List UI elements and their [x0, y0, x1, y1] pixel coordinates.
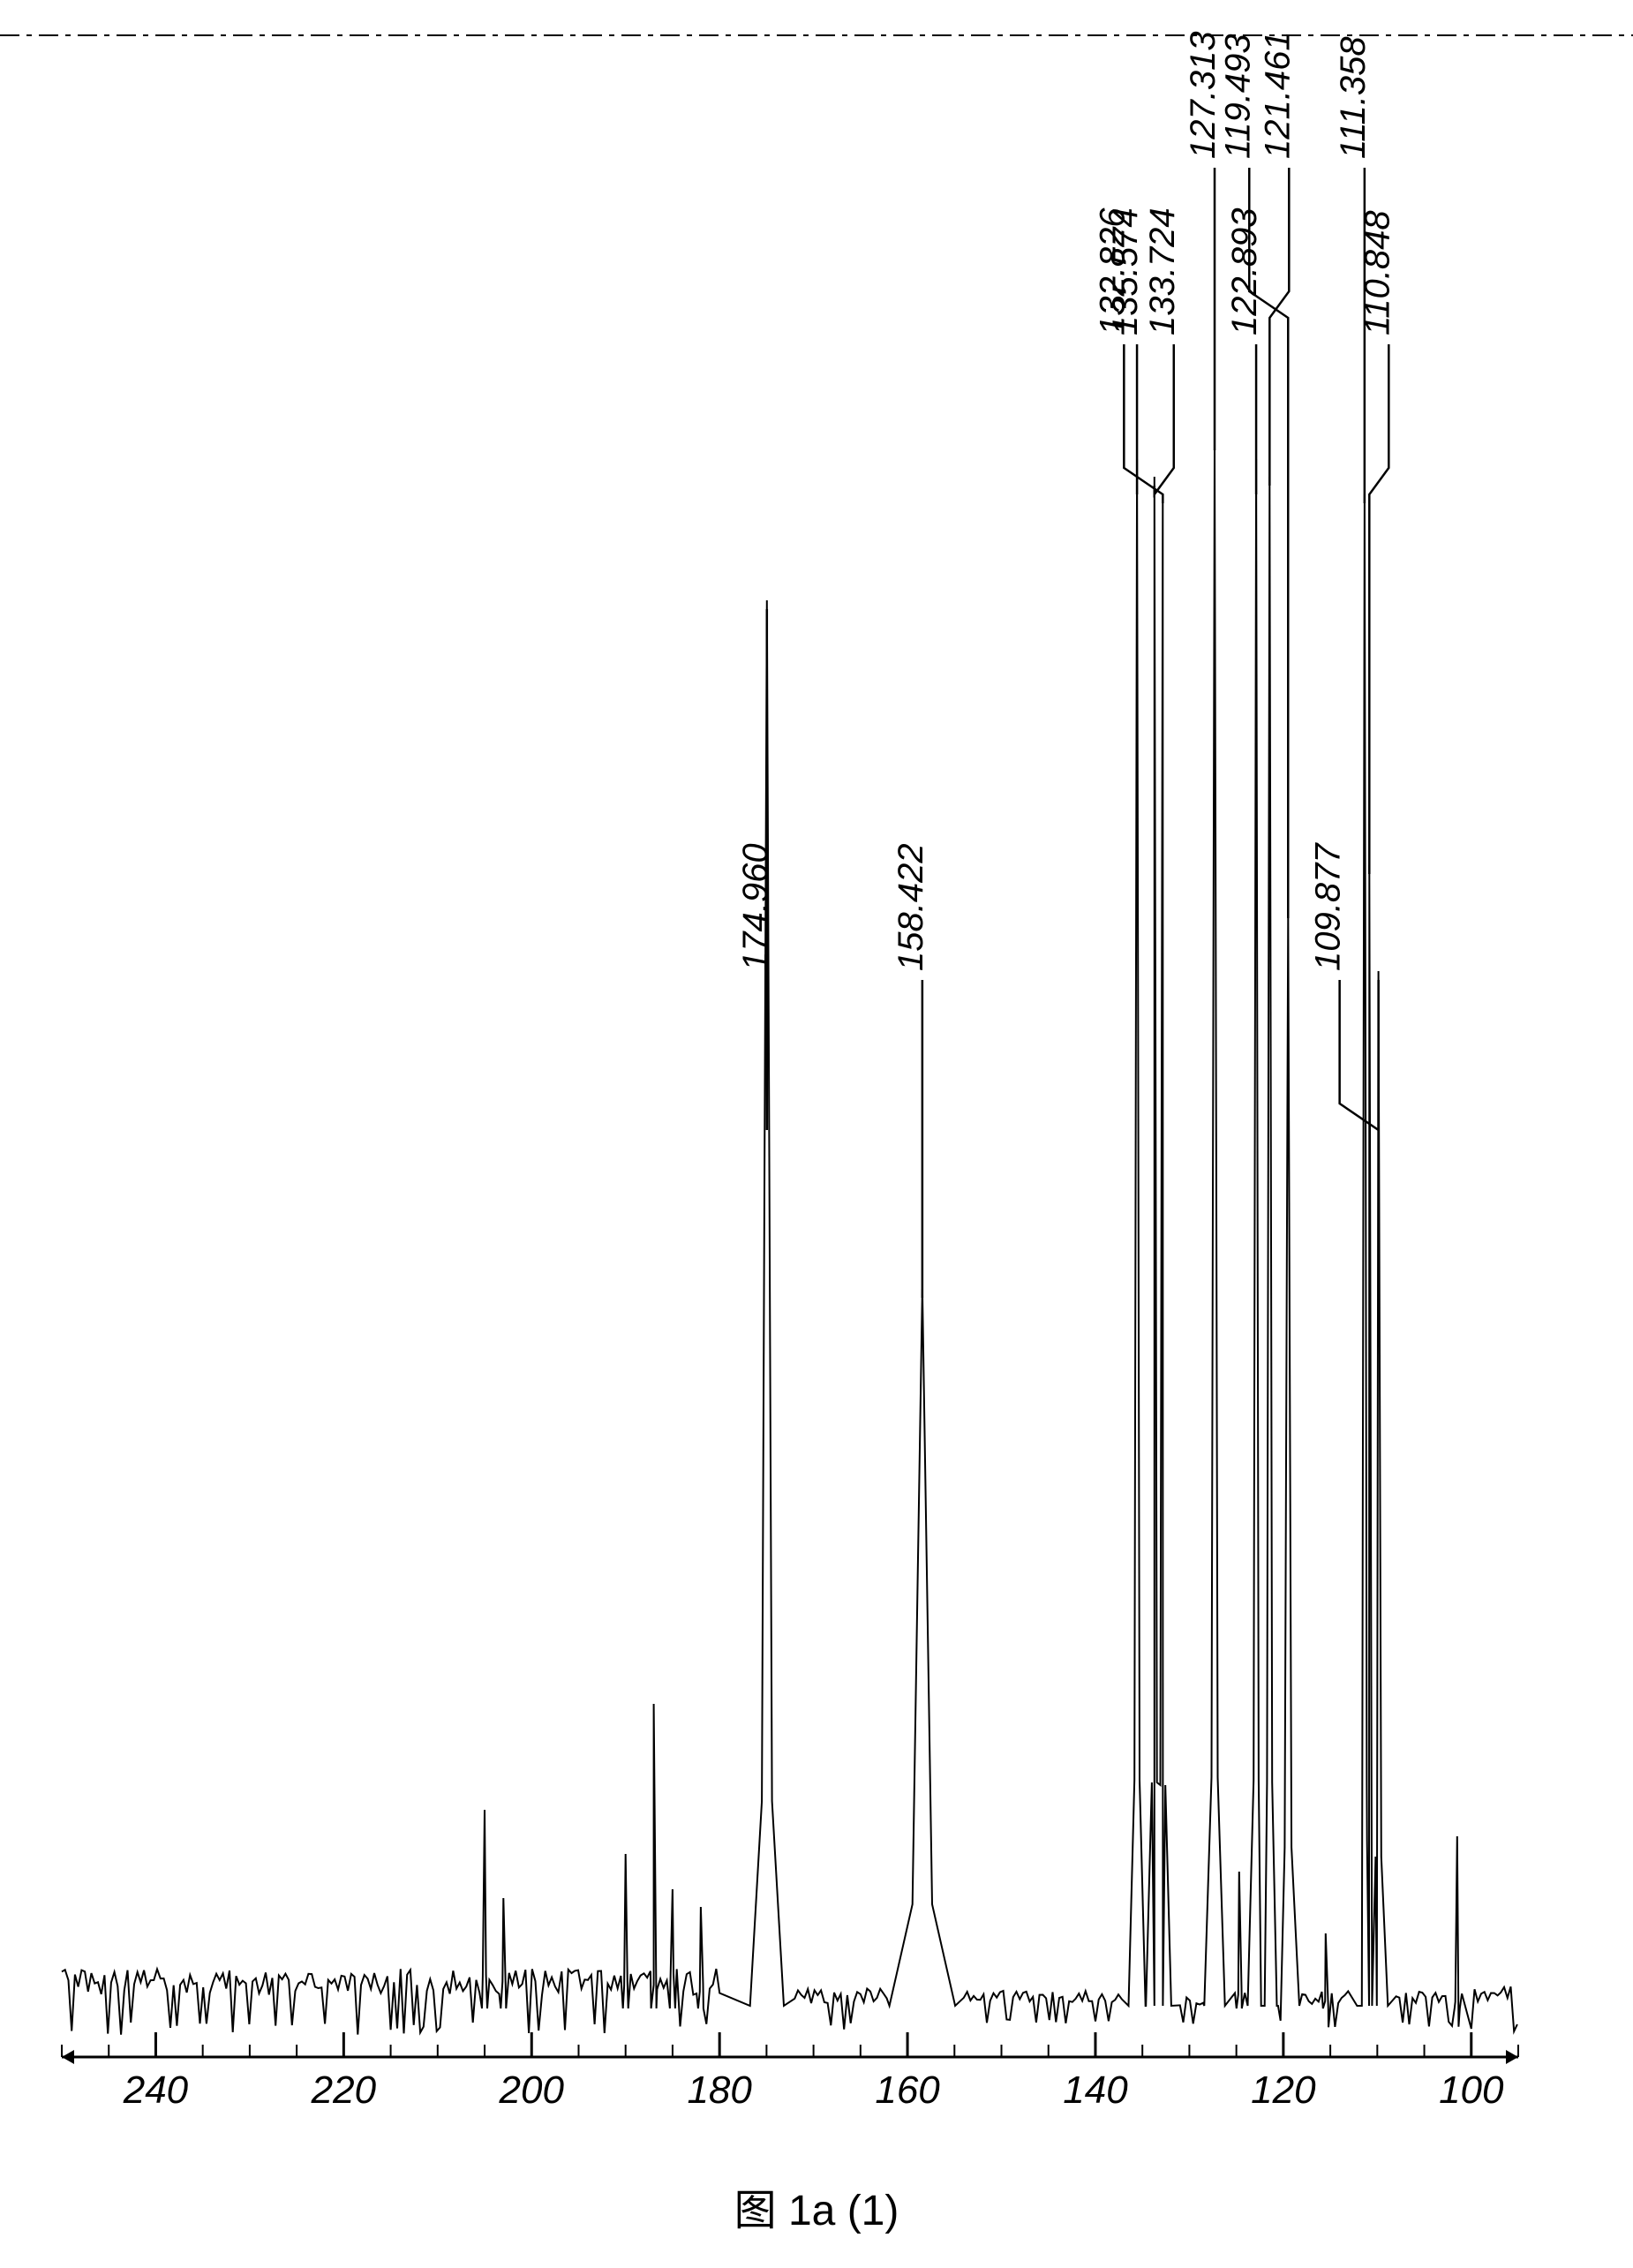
peak-label: 109.877	[1309, 842, 1348, 971]
peak-label: 122.893	[1225, 207, 1264, 335]
axis-tick-label: 140	[1063, 2068, 1128, 2112]
peak-label: 133.724	[1143, 207, 1182, 335]
axis-tick-label: 160	[875, 2068, 940, 2112]
axis-tick-label: 220	[311, 2068, 377, 2112]
axis-tick-label: 120	[1251, 2068, 1316, 2112]
peak-label: 121.461	[1258, 31, 1297, 159]
peak-label: 174.960	[736, 843, 775, 971]
axis-tick-label: 100	[1439, 2068, 1504, 2112]
peak-label: 111.358	[1334, 36, 1373, 159]
figure-caption: 图 1a (1)	[734, 2188, 899, 2234]
peak-label: 132.826	[1093, 207, 1132, 335]
peak-label: 158.422	[892, 843, 930, 971]
axis-tick-label: 180	[687, 2068, 752, 2112]
axis-tick-label: 240	[123, 2068, 189, 2112]
background	[0, 0, 1633, 2268]
peak-label: 127.313	[1184, 31, 1223, 159]
peak-label: 119.493	[1218, 34, 1257, 159]
axis-tick-label: 200	[499, 2068, 565, 2112]
nmr-spectrum-figure: 174.960158.422135.574133.724132.826127.3…	[0, 0, 1633, 2268]
peak-label: 110.848	[1358, 210, 1396, 335]
